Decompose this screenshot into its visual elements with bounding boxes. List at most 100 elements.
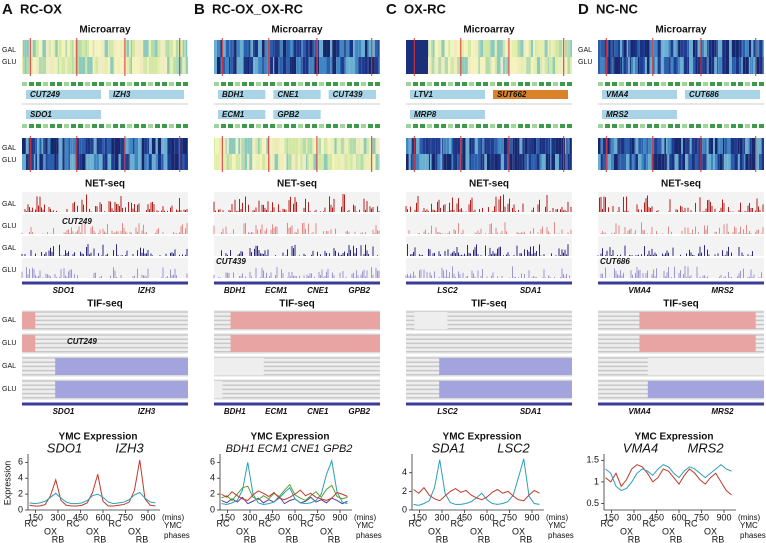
legend-label: GPB2 xyxy=(323,443,352,455)
heatmap-cell xyxy=(175,40,179,57)
annotation-tick xyxy=(413,82,418,86)
annotation-tick xyxy=(689,124,694,128)
heatmap-cell xyxy=(517,40,521,57)
phase-label: RB xyxy=(478,534,491,543)
heatmap-cell xyxy=(550,154,552,170)
heatmap-cell xyxy=(225,57,230,74)
heatmap-cell xyxy=(64,138,69,154)
annotation-tick xyxy=(717,124,722,128)
heatmap-cell xyxy=(490,138,495,154)
heatmap-cell xyxy=(37,154,40,170)
heatmap-cell xyxy=(490,57,492,74)
heatmap-cell xyxy=(533,57,535,74)
annotation-tick xyxy=(270,82,275,86)
heatmap-cell xyxy=(730,154,735,170)
heatmap-cell xyxy=(126,40,130,57)
annotation-tick xyxy=(120,124,125,128)
heatmap-cell xyxy=(643,57,645,74)
gene-label: MRS2 xyxy=(711,286,734,295)
phase-label: RB xyxy=(94,534,107,543)
heatmap-cell xyxy=(352,138,357,154)
heatmap-cell xyxy=(528,57,531,74)
annotation-tick xyxy=(462,82,467,86)
heatmap-cell xyxy=(110,40,114,57)
heatmap-cell xyxy=(339,57,342,74)
heatmap-cell xyxy=(626,57,628,74)
heatmap-cell xyxy=(218,154,222,170)
gene-label: LTV1 xyxy=(414,90,434,99)
heatmap-cell xyxy=(42,40,47,57)
heatmap-cell xyxy=(148,154,152,170)
heatmap-cell xyxy=(483,40,486,57)
annotation-tick xyxy=(134,82,139,86)
annotation-tick xyxy=(696,82,701,86)
heatmap-cell xyxy=(302,57,306,74)
track-label: GLU xyxy=(2,267,16,274)
heatmap-cell xyxy=(446,154,449,170)
heatmap-cell xyxy=(527,154,529,170)
heatmap-cell xyxy=(471,40,475,57)
heatmap-cell xyxy=(536,138,540,154)
y-tick-label: 4 xyxy=(210,473,215,483)
heatmap-cell xyxy=(353,40,356,57)
heatmap-cell xyxy=(648,138,652,154)
heatmap-cell xyxy=(240,154,242,170)
phase-axis-label: phases xyxy=(356,531,382,540)
heatmap-cell xyxy=(59,40,62,57)
heatmap-cell xyxy=(282,57,287,74)
heatmap-cell xyxy=(291,40,294,57)
heatmap-cell xyxy=(552,57,556,74)
heatmap-cell xyxy=(280,138,285,154)
heatmap-cell xyxy=(214,57,217,74)
heatmap-cell xyxy=(633,40,635,57)
annotation-tick xyxy=(759,124,764,128)
heatmap-cell xyxy=(685,138,687,154)
annotation-tick xyxy=(106,82,111,86)
heatmap-cell xyxy=(274,57,279,74)
heatmap-cell xyxy=(54,154,57,170)
gene-label: VMA4 xyxy=(628,286,651,295)
heatmap-cell xyxy=(313,154,317,170)
heatmap-cell xyxy=(179,154,183,170)
heatmap-cell xyxy=(415,154,420,170)
annotation-tick xyxy=(682,82,687,86)
gene-label: CUT686 xyxy=(689,90,719,99)
heatmap-cell xyxy=(39,154,42,170)
heatmap-cell xyxy=(551,138,556,154)
heatmap-cell xyxy=(165,40,168,57)
x-tick-label: 750 xyxy=(502,512,517,522)
heatmap-cell xyxy=(148,138,152,154)
heatmap-cell xyxy=(566,154,568,170)
heatmap-cell xyxy=(484,138,487,154)
heatmap-cell xyxy=(748,138,750,154)
heatmap-cell xyxy=(598,57,601,74)
heatmap-cell xyxy=(25,154,29,170)
annotation-tick xyxy=(532,82,537,86)
annotation-tick xyxy=(504,82,509,86)
heatmap-cell xyxy=(567,57,571,74)
heatmap-cell xyxy=(37,138,40,154)
heatmap-cell xyxy=(352,154,357,170)
heatmap-cell xyxy=(548,57,552,74)
heatmap-cell xyxy=(72,138,76,154)
heatmap-cell xyxy=(567,154,570,170)
heatmap-cell xyxy=(279,40,283,57)
heatmap-cell xyxy=(223,138,226,154)
annotation-tick xyxy=(633,124,638,128)
heatmap-cell xyxy=(300,40,303,57)
panel-title: RC-OX xyxy=(20,1,62,16)
heatmap-cell xyxy=(178,154,180,170)
heatmap-cell xyxy=(539,138,542,154)
heatmap-cell xyxy=(526,40,529,57)
heatmap-cell xyxy=(716,57,719,74)
heatmap-cell xyxy=(453,154,455,170)
annotation-tick xyxy=(319,82,324,86)
heatmap-cell xyxy=(75,154,80,170)
heatmap-cell xyxy=(514,138,518,154)
heatmap-cell xyxy=(129,40,131,57)
annotation-tick xyxy=(406,124,411,128)
heatmap-cell xyxy=(305,57,309,74)
heatmap-cell xyxy=(278,138,281,154)
heatmap-cell xyxy=(742,57,746,74)
phase-axis-label: YMC xyxy=(356,521,374,530)
